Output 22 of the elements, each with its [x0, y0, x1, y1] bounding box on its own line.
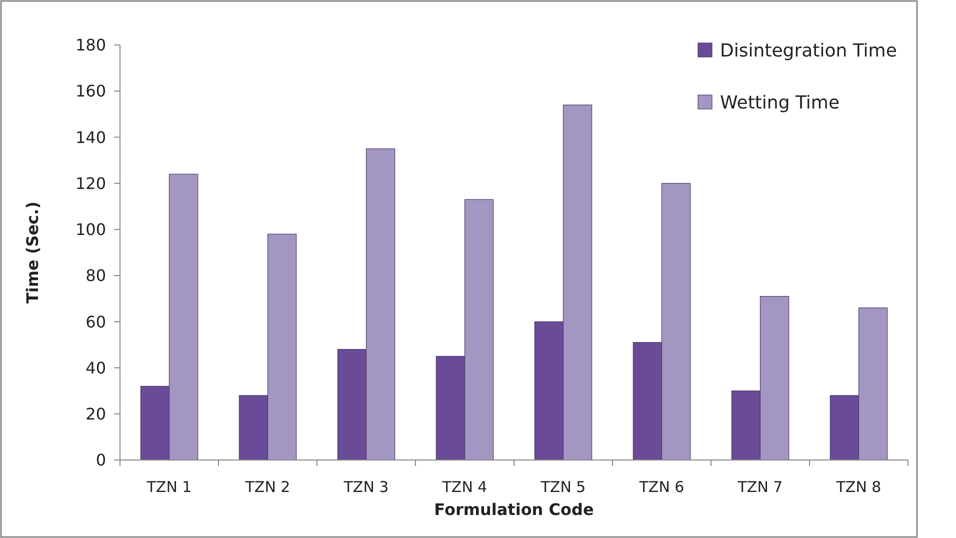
y-tick-label: 100: [75, 220, 106, 240]
x-tick-label: TZN 2: [244, 478, 290, 496]
x-axis-title: Formulation Code: [434, 500, 594, 519]
x-tick-label: TZN 5: [540, 478, 586, 496]
x-tick-label: TZN 6: [638, 478, 684, 496]
x-tick-label: TZN 3: [342, 478, 389, 496]
y-axis-title: Time (Sec.): [23, 201, 42, 304]
x-tick-label: TZN 7: [736, 478, 783, 496]
y-tick-label: 60: [86, 312, 106, 332]
x-tick-label: TZN 8: [835, 478, 882, 496]
x-tick-label: TZN 4: [441, 478, 488, 496]
y-tick-label: 140: [75, 128, 106, 147]
y-tick-label: 0: [96, 450, 106, 470]
y-tick-label: 40: [86, 358, 106, 378]
y-tick-label: 20: [86, 404, 106, 424]
legend-label: Disintegration Time: [720, 40, 897, 62]
legend-label: Wetting Time: [720, 92, 840, 114]
y-tick-label: 180: [75, 36, 106, 55]
y-tick-label: 120: [75, 174, 106, 193]
y-tick-label: 80: [86, 266, 106, 286]
y-tick-label: 160: [75, 82, 106, 101]
x-tick-label: TZN 1: [146, 478, 192, 496]
